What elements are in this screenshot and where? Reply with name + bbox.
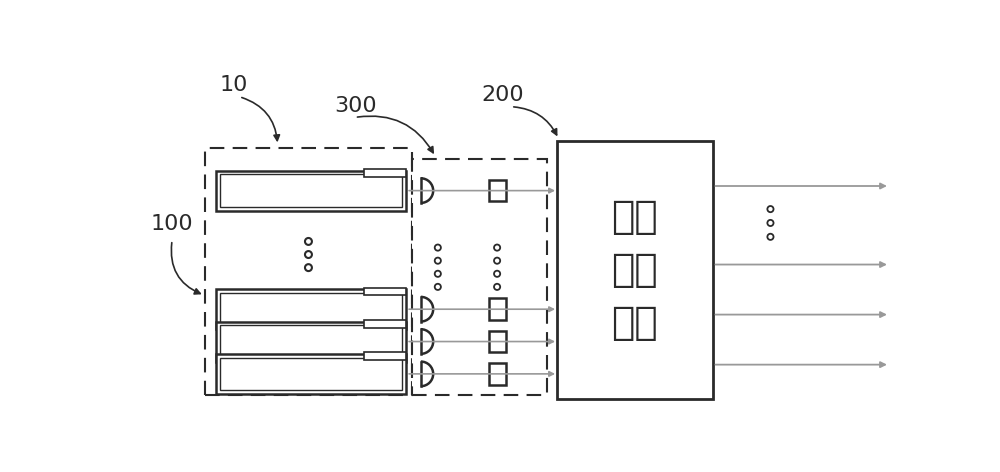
Text: 100: 100 <box>151 214 193 234</box>
Text: 300: 300 <box>334 96 376 116</box>
Bar <box>489 363 506 385</box>
Bar <box>364 287 406 295</box>
Bar <box>216 321 406 362</box>
Bar <box>557 141 713 399</box>
Bar <box>412 159 547 396</box>
Bar <box>220 358 402 390</box>
Text: 激光
合束
组件: 激光 合束 组件 <box>612 198 658 342</box>
Bar <box>489 298 506 320</box>
Bar <box>205 147 412 396</box>
Bar <box>216 289 406 329</box>
Bar <box>489 180 506 202</box>
Bar <box>220 325 402 358</box>
Bar <box>216 170 406 211</box>
Bar <box>364 352 406 360</box>
Bar <box>364 169 406 177</box>
Bar <box>220 175 402 207</box>
Bar <box>489 331 506 352</box>
Text: 200: 200 <box>482 85 524 105</box>
Bar <box>364 320 406 328</box>
Text: 10: 10 <box>220 76 248 95</box>
Bar <box>216 354 406 394</box>
Bar <box>220 293 402 325</box>
